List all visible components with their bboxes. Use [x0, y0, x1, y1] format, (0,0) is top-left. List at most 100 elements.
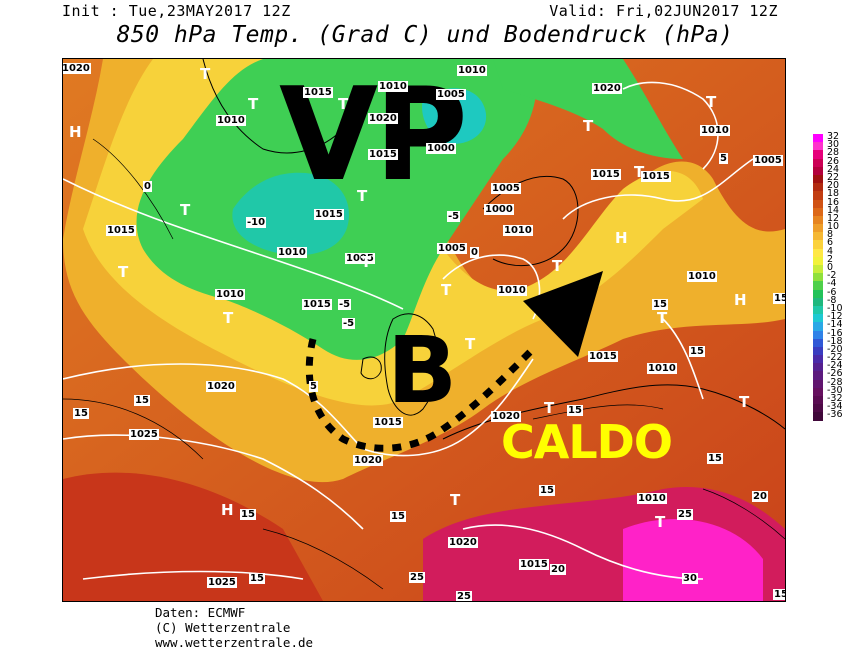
isobar-label: 1025 — [129, 429, 159, 440]
isotherm-label: -5 — [447, 211, 461, 222]
legend-row: 24 — [813, 163, 849, 175]
legend-swatch — [813, 134, 823, 143]
legend-swatch — [813, 273, 823, 282]
isobar-label: 1005 — [345, 253, 375, 264]
low-symbol: T — [361, 253, 372, 271]
isotherm-label: 15 — [249, 573, 265, 584]
legend-swatch — [813, 338, 823, 347]
legend-row: -6 — [813, 287, 849, 298]
legend-swatch — [813, 199, 823, 208]
low-symbol: T — [118, 263, 129, 281]
legend-row: 32 — [813, 132, 849, 143]
legend-row: -4 — [813, 278, 849, 290]
cold-core-2 — [422, 88, 487, 144]
legend-swatch — [813, 174, 823, 184]
low-symbol: T — [180, 201, 191, 219]
legend-value: 8 — [827, 229, 834, 241]
legend-row: -14 — [813, 319, 849, 331]
legend-row: -12 — [813, 311, 849, 323]
isotherm-label: 15 — [652, 299, 668, 310]
legend-value: 16 — [827, 196, 840, 208]
isotherm-label: 15 — [73, 408, 89, 419]
isobar-label: 1005 — [437, 243, 467, 254]
legend-swatch — [813, 215, 823, 225]
red-zone-sw — [63, 472, 323, 601]
legend-value: 26 — [827, 155, 840, 167]
isobar-label: 1015 — [106, 225, 136, 236]
isobar-label: 1010 — [378, 81, 408, 92]
low-symbol: T — [583, 117, 594, 135]
legend-swatch — [813, 240, 823, 249]
credits-data-source: Daten: ECMWF — [155, 605, 246, 620]
legend-value: -10 — [827, 302, 843, 314]
legend-row: 12 — [813, 213, 849, 225]
isobar-label: 1020 — [592, 83, 622, 94]
isobar-label: 1010 — [503, 225, 533, 236]
isobar-label: 1020 — [491, 411, 521, 422]
legend-swatch — [813, 330, 823, 339]
low-symbol: T — [634, 163, 645, 181]
map-title: 850 hPa Temp. (Grad C) und Bodendruck (h… — [116, 22, 734, 48]
legend-swatch — [813, 207, 823, 216]
legend-swatch — [813, 314, 823, 323]
legend-row: 18 — [813, 189, 849, 200]
isobar-label: 1000 — [484, 204, 514, 215]
legend-row: -24 — [813, 360, 849, 372]
isotherm-label: 15 — [390, 511, 406, 522]
legend-swatch — [813, 355, 823, 364]
isotherms — [63, 138, 785, 590]
isotherm-label: -5 — [342, 318, 356, 329]
legend-swatch — [813, 232, 823, 241]
legend-value: -30 — [827, 384, 843, 396]
isobar-label: 1010 — [497, 285, 527, 296]
isotherm-label: 15 — [773, 589, 785, 600]
legend-row: 2 — [813, 254, 849, 265]
legend-row: -8 — [813, 295, 849, 306]
legend-value: -4 — [827, 278, 837, 290]
legend-value: -12 — [827, 311, 843, 323]
isobar-label: 1015 — [303, 87, 333, 98]
isobar-label: 1010 — [216, 115, 246, 126]
low-symbol: T — [655, 513, 666, 531]
low-symbol: T — [338, 95, 349, 113]
low-symbol: T — [223, 309, 234, 327]
legend-row: 20 — [813, 180, 849, 192]
legend-value: -14 — [827, 319, 843, 331]
legend-row: 30 — [813, 139, 849, 151]
low-b-label: B — [387, 317, 458, 424]
low-symbol: T — [544, 399, 555, 417]
isotherm-label: 5 — [309, 381, 318, 392]
legend-row: -26 — [813, 368, 849, 380]
isobar-label: 1010 — [637, 493, 667, 504]
legend-swatch — [813, 289, 823, 298]
legend-value: 24 — [827, 163, 840, 175]
isobar-label: 1025 — [207, 577, 237, 588]
legend-swatch — [813, 371, 823, 380]
legend-swatch — [813, 363, 823, 372]
isotherm-label: 15 — [773, 293, 785, 304]
legend-value: 30 — [827, 139, 840, 151]
legend-row: -10 — [813, 302, 849, 315]
isobar-label: 1020 — [62, 63, 91, 74]
low-symbol: T — [552, 257, 563, 275]
legend-value: 20 — [827, 180, 840, 192]
high-symbol: H — [69, 123, 82, 141]
legend-value: -26 — [827, 368, 843, 380]
isotherm-label: 15 — [689, 346, 705, 357]
isobar-label: 1020 — [448, 537, 478, 548]
isobar-label: 1010 — [687, 271, 717, 282]
isotherm-label: 15 — [134, 395, 150, 406]
legend-row: -34 — [813, 402, 849, 413]
isotherm-label: 25 — [409, 572, 425, 583]
legend-value: -20 — [827, 343, 843, 355]
caldo-label: CALDO — [501, 415, 673, 469]
legend-value: -24 — [827, 360, 843, 372]
legend-row: 22 — [813, 172, 849, 184]
isobar-label: 1020 — [353, 455, 383, 466]
trough-path-dotted — [305, 338, 536, 452]
legend-row: 4 — [813, 246, 849, 257]
legend-swatch — [813, 387, 823, 396]
legend-swatch — [813, 379, 823, 388]
coast-ireland — [360, 356, 382, 380]
isotherm-label: 20 — [752, 491, 768, 502]
